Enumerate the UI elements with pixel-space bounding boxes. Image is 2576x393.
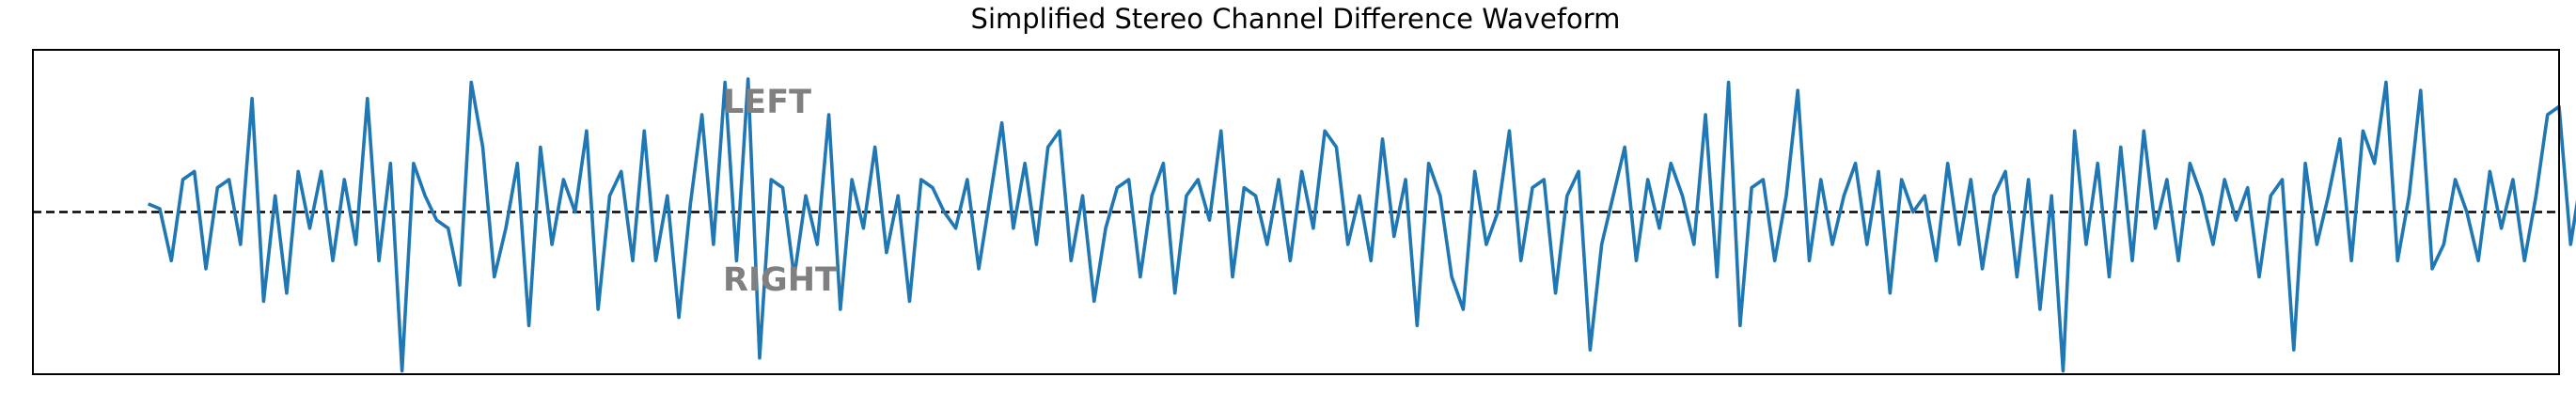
waveform-line — [147, 77, 2576, 373]
annotation: LEFT — [723, 84, 811, 121]
chart-title: Simplified Stereo Channel Difference Wav… — [971, 3, 1621, 35]
plot-area — [33, 77, 2576, 373]
axes-frame — [32, 49, 2560, 375]
annotation: RIGHT — [723, 261, 838, 299]
